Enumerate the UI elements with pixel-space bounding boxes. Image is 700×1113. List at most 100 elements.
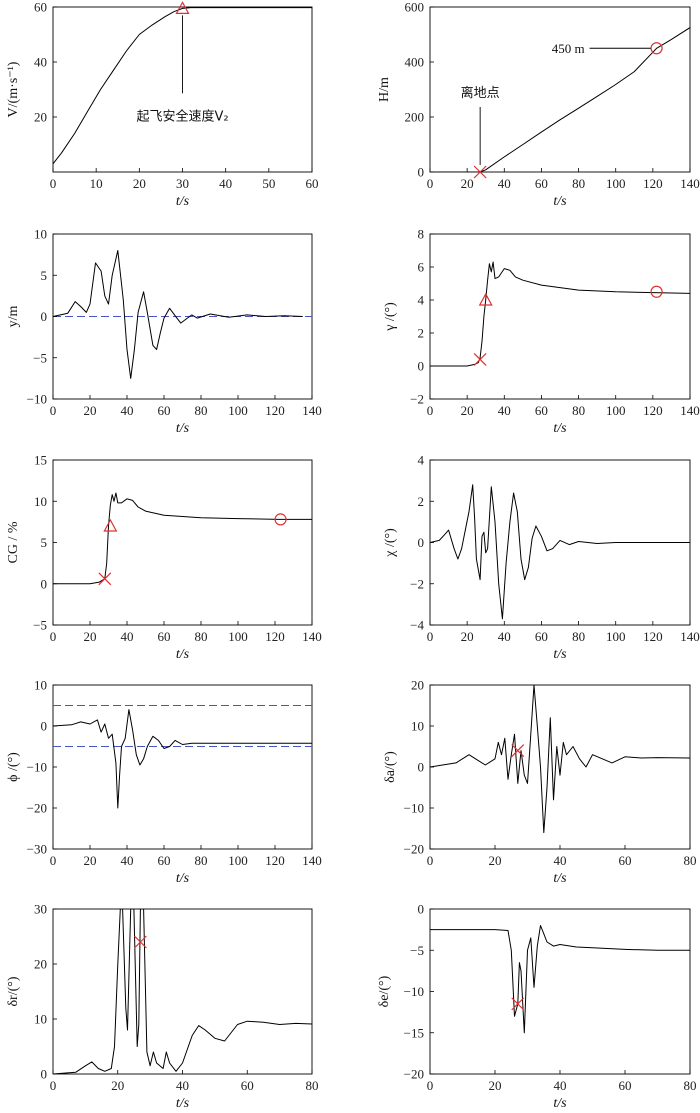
annotation-450m: 450 m [552,41,585,56]
y-tick-label: 0 [41,719,48,734]
x-tick-label: 60 [619,853,632,868]
y-axis-label: δr/(°) [6,976,21,1006]
y-tick-label: 8 [418,227,425,242]
chart-delta_a: 0 20 40 60 80 −20 −10 0 10 20 t/s δa/(°) [383,678,697,887]
series-line-phi [53,709,312,809]
x-tick-label: 50 [262,176,275,191]
x-tick-label: 60 [306,176,319,191]
y-tick-label: 10 [34,494,47,509]
series-line-CG [53,492,312,585]
x-tick-label: 80 [572,629,585,644]
y-tick-label: 40 [34,55,47,70]
y-tick-label: −20 [27,801,47,816]
cross-marker [511,997,525,1011]
x-tick-label: 140 [302,403,322,418]
x-tick-label: 120 [643,629,663,644]
x-tick-label: 100 [228,629,248,644]
x-tick-label: 100 [606,403,626,418]
cross-marker [98,572,112,586]
x-tick-label: 20 [489,853,502,868]
x-tick-label: 0 [50,176,57,191]
y-tick-label: 5 [41,535,48,550]
y-tick-label: 15 [34,453,47,468]
x-tick-label: 20 [133,176,146,191]
x-tick-label: 40 [121,403,134,418]
x-tick-label: 20 [84,853,97,868]
x-tick-label: 80 [195,853,208,868]
y-tick-label: −2 [410,392,424,407]
y-tick-label: −2 [410,576,424,591]
x-tick-label: 40 [498,629,511,644]
x-tick-label: 40 [554,1078,567,1093]
y-axis-label: V/(m·s⁻¹) [6,61,21,117]
y-tick-label: 4 [418,293,425,308]
y-tick-label: 10 [34,1012,47,1027]
plot-frame [429,684,691,850]
x-axis-label: t/s [553,647,567,662]
y-tick-label: −20 [404,842,424,857]
y-tick-label: 10 [411,719,424,734]
y-tick-label: 2 [418,494,425,509]
y-tick-label: −10 [27,392,47,407]
series-line-delta_r [53,909,312,1074]
plot-frame [52,908,313,1075]
x-tick-label: 0 [427,629,434,644]
triangle-marker [175,1,190,14]
x-tick-label: 80 [684,1078,697,1093]
y-tick-label: 0 [418,760,425,775]
y-axis-label: γ /(°) [383,302,398,332]
y-tick-label: −5 [33,350,47,365]
x-tick-label: 80 [195,629,208,644]
y-tick-label: 2 [418,326,425,341]
chart-V: 0 10 20 30 40 50 60 20 40 60 t/s V/(m·s⁻¹) 起飞安全速度V₂ [6,0,319,209]
x-tick-label: 80 [684,853,697,868]
y-axis-label: y/m [6,306,21,328]
y-axis-label: δa/(°) [383,751,398,783]
y-tick-label: 20 [34,957,47,972]
x-tick-label: 0 [427,1078,434,1093]
y-tick-label: −4 [410,618,424,633]
x-tick-label: 140 [302,853,322,868]
plot-frame [52,684,313,850]
chart-delta_r: 0 20 40 60 80 0 10 20 30 t/s δr/(°) [6,902,319,1112]
x-tick-label: 40 [554,853,567,868]
x-tick-label: 30 [176,176,189,191]
series-line-V [53,7,312,165]
x-axis-label: t/s [176,194,190,209]
x-tick-label: 60 [158,853,171,868]
y-tick-label: 10 [34,227,47,242]
x-axis-label: t/s [176,871,190,886]
y-tick-label: 4 [418,453,425,468]
x-tick-label: 120 [265,629,285,644]
y-tick-label: 0 [41,309,48,324]
series-line-delta_e [430,925,690,1034]
y-tick-label: 20 [34,110,47,125]
series-line-gamma [430,261,690,367]
triangle-marker [478,292,493,306]
annotation-liftoff: 离地点 [461,85,500,101]
plot-frame [429,908,691,1075]
y-tick-label: 5 [41,268,48,283]
x-tick-label: 20 [111,1078,124,1093]
x-tick-label: 20 [461,176,474,191]
cross-marker [473,352,487,366]
chart-H: 0 20 40 60 80 100 120 140 0 200 400 600 t/s H/m 离地点 450… [377,0,700,209]
x-tick-label: 40 [219,176,232,191]
y-axis-label: χ /(°) [383,528,398,558]
circle-marker [650,285,663,298]
x-axis-label: t/s [553,871,567,886]
y-tick-label: −30 [27,842,47,857]
cross-marker [133,935,147,949]
x-tick-label: 40 [176,1078,189,1093]
y-tick-label: −15 [404,1025,424,1040]
y-axis-label: ϕ /(°) [6,752,21,782]
y-tick-label: 0 [41,1067,48,1082]
y-axis-label: H/m [377,77,392,102]
y-tick-label: 30 [34,902,47,917]
x-tick-label: 60 [158,629,171,644]
x-axis-label: t/s [553,1096,567,1111]
x-tick-label: 100 [606,629,626,644]
x-axis-label: t/s [553,194,567,209]
